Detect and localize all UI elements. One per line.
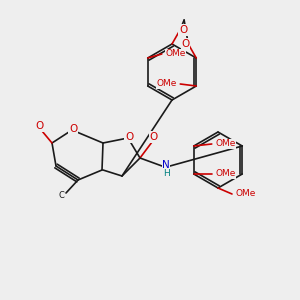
Text: OMe: OMe <box>216 169 236 178</box>
Text: O: O <box>181 39 189 49</box>
Text: C: C <box>58 191 64 200</box>
Text: H: H <box>163 169 170 178</box>
Text: OMe: OMe <box>236 190 256 199</box>
Text: O: O <box>179 25 187 35</box>
Text: N: N <box>162 160 170 170</box>
Text: OMe: OMe <box>216 140 236 148</box>
Text: O: O <box>150 132 158 142</box>
Text: O: O <box>125 132 133 142</box>
Text: O: O <box>36 121 44 131</box>
Text: OMe: OMe <box>156 80 176 88</box>
Text: O: O <box>69 124 77 134</box>
Text: OMe: OMe <box>166 50 186 58</box>
